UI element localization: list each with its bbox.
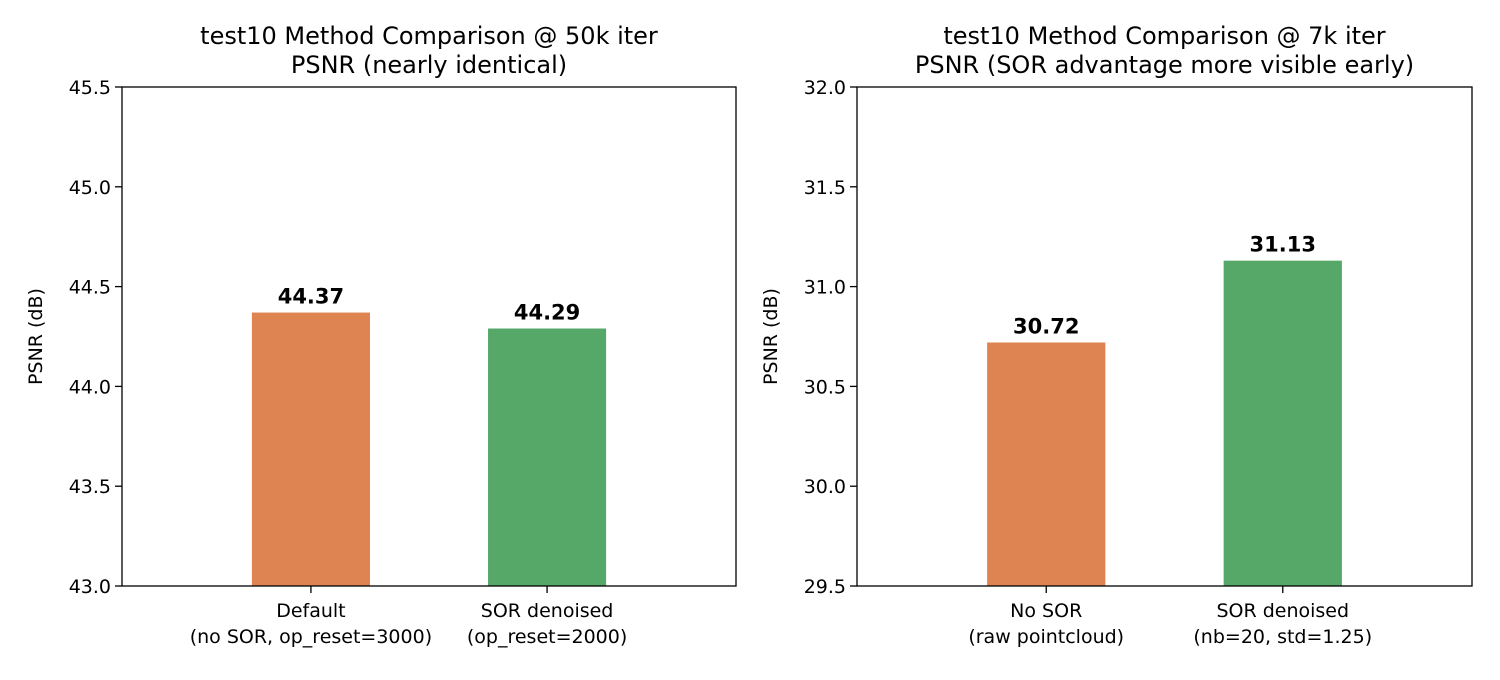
bar-value-label: 44.29: [514, 301, 580, 325]
bar: [1223, 260, 1342, 586]
chart-panel-1: test10 Method Comparison @ 50k iterPSNR …: [25, 22, 737, 648]
y-tick-label: 30.0: [804, 476, 846, 498]
y-axis-label: PSNR (dB): [25, 288, 47, 385]
x-tick-label: No SOR: [1010, 600, 1082, 622]
y-tick-label: 45.0: [69, 177, 111, 199]
y-tick-label: 43.5: [69, 476, 111, 498]
x-tick-label: Default: [276, 600, 345, 622]
chart-subtitle: PSNR (SOR advantage more visible early): [915, 51, 1414, 79]
bar-value-label: 44.37: [278, 285, 344, 309]
y-tick-label: 32.0: [804, 77, 846, 99]
y-tick-label: 44.5: [69, 277, 111, 299]
axes-frame: [121, 86, 737, 587]
bar: [251, 312, 370, 586]
bar-value-label: 31.13: [1250, 233, 1316, 257]
y-tick-label: 29.5: [804, 576, 846, 598]
bar: [987, 342, 1106, 586]
x-tick-label: SOR denoised: [1216, 600, 1349, 622]
y-tick-label: 31.0: [804, 277, 846, 299]
y-tick-label: 43.0: [69, 576, 111, 598]
axes-frame: [856, 86, 1473, 587]
x-tick-label: (no SOR, op_reset=3000): [190, 626, 432, 648]
y-axis-label: PSNR (dB): [760, 288, 782, 385]
x-tick-label: (raw pointcloud): [968, 626, 1124, 648]
y-tick-label: 44.0: [69, 376, 111, 398]
chart-title: test10 Method Comparison @ 7k iter: [943, 22, 1385, 50]
bar: [488, 328, 607, 586]
x-tick-label: (nb=20, std=1.25): [1193, 626, 1372, 648]
chart-title: test10 Method Comparison @ 50k iter: [200, 22, 658, 50]
y-tick-label: 30.5: [804, 376, 846, 398]
bar-value-label: 30.72: [1013, 314, 1079, 338]
y-tick-label: 31.5: [804, 177, 846, 199]
chart-subtitle: PSNR (nearly identical): [291, 51, 567, 79]
x-tick-label: (op_reset=2000): [467, 626, 627, 648]
y-tick-label: 45.5: [69, 77, 111, 99]
x-tick-label: SOR denoised: [481, 600, 614, 622]
